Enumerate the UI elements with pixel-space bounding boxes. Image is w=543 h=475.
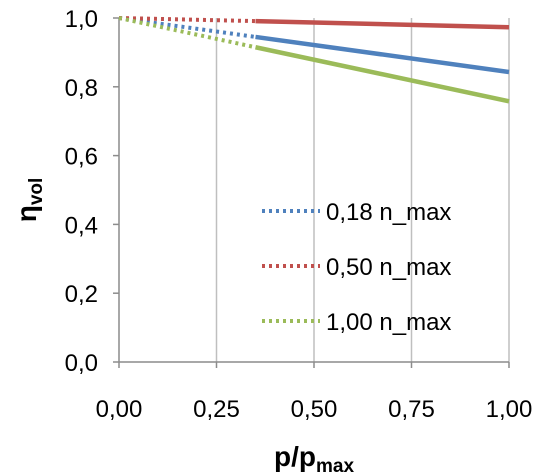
- y-tick-label: 1,0: [65, 6, 98, 33]
- x-tick-label: 0,75: [388, 396, 435, 423]
- series-solid-segment: [255, 45, 510, 104]
- x-tick-label: 0,25: [193, 396, 240, 423]
- y-tick-label: 0,0: [65, 350, 98, 377]
- y-tick-label: 0,8: [65, 75, 98, 102]
- x-axis-title: p/pmax: [274, 441, 354, 475]
- series-dotted-segment: [118, 16, 256, 24]
- y-tick-label: 0,4: [65, 212, 98, 239]
- x-tick-label: 0,00: [96, 396, 143, 423]
- y-tick-label: 0,6: [65, 144, 98, 171]
- series-solid-segment: [255, 18, 510, 30]
- legend-label: 0,50 n_max: [326, 254, 451, 281]
- y-tick-label: 0,2: [65, 281, 98, 308]
- y-axis-title-sub: vol: [26, 178, 47, 205]
- y-axis-title-main: η: [11, 205, 42, 222]
- y-axis-title: ηvol: [11, 178, 47, 223]
- series-solid-segment: [255, 34, 510, 75]
- grid-lines: [215, 18, 510, 362]
- legend-label: 0,18 n_max: [326, 199, 451, 226]
- x-axis-title-main: p/p: [274, 441, 316, 472]
- x-tick-label: 1,00: [486, 396, 533, 423]
- legend-label: 1,00 n_max: [326, 309, 451, 336]
- axes: [113, 17, 510, 368]
- tick-labels: 0,00 0,25 0,50 0,75 1,00 0,0 0,2 0,4 0,6 0,8 1,0: [65, 6, 533, 423]
- series-dotted-segment: [118, 16, 256, 50]
- series-lines: [118, 16, 510, 104]
- legend: 0,18 n_max 0,50 n_max 1,00 n_max: [262, 199, 451, 336]
- x-axis-title-sub: max: [316, 456, 354, 475]
- x-tick-label: 0,50: [291, 396, 338, 423]
